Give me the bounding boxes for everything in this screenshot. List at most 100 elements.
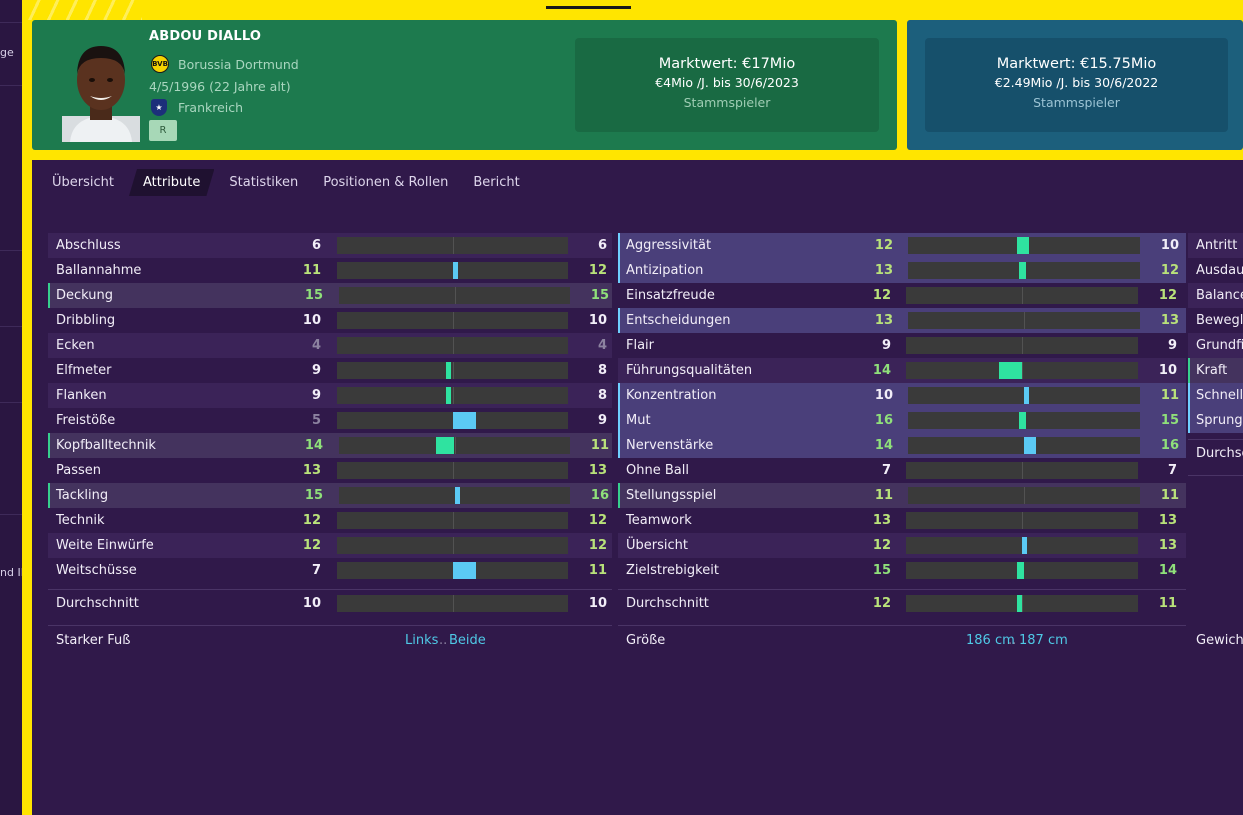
attribute-row[interactable]: Antizipation 13 12 [618,258,1186,283]
attribute-row[interactable]: Ohne Ball 7 7 [618,458,1186,483]
attribute-compare-bar [337,312,568,329]
attribute-row[interactable]: Zielstrebigkeit 15 14 [618,558,1186,583]
attribute-row[interactable]: Dribbling 10 10 [48,308,612,333]
attribute-value-scout: 12 [1158,288,1177,303]
attribute-row[interactable]: Nervenstärke 14 16 [618,433,1186,458]
attribute-name: Zielstrebigkeit [626,563,719,578]
range-separator: .. [1008,633,1017,648]
attribute-value-current: 15 [304,488,323,503]
bar-midline [1024,487,1025,504]
attribute-compare-bar [339,287,570,304]
attribute-value-scout: 10 [1158,363,1177,378]
attribute-value-scout: 12 [588,263,607,278]
difference-marker [446,362,451,379]
sidebar-stub[interactable]: ge [0,46,14,59]
bar-midline [1022,362,1023,379]
nation-row[interactable]: ★ Frankreich [151,99,243,116]
attribute-row[interactable]: Einsatzfreude 12 12 [618,283,1186,308]
bar-midline [452,537,454,554]
sidebar-stub[interactable]: nd II [0,566,22,579]
attribute-compare-bar [906,337,1138,354]
attribute-row[interactable]: Sprunghöhe [1188,408,1243,433]
attribute-row[interactable]: Weitschüsse 7 11 [48,558,612,583]
attribute-value-current: 11 [874,488,893,503]
attribute-row[interactable]: Beweglichkeit [1188,308,1243,333]
attribute-value-scout: 9 [1167,338,1177,353]
attribute-name: Grundfitness [1196,338,1243,353]
attribute-row[interactable]: Flanken 9 8 [48,383,612,408]
difference-marker [999,362,1022,379]
attribute-row[interactable]: Entscheidungen 13 13 [618,308,1186,333]
nation-name[interactable]: Frankreich [178,100,244,115]
divider [48,625,612,626]
bar-midline [452,387,454,404]
attribute-value-scout: 13 [588,463,607,478]
attribute-row[interactable]: Teamwork 13 13 [618,508,1186,533]
club-name[interactable]: Borussia Dortmund [178,56,299,72]
difference-marker [1019,262,1026,279]
attribute-value-current: 12 [872,538,891,553]
attribute-name: Sprunghöhe [1196,413,1243,428]
market-value: Marktwert: €17Mio [658,56,796,72]
attribute-value-scout: 10 [1160,238,1179,253]
attribute-row[interactable]: Ecken 4 4 [48,333,612,358]
attribute-row[interactable]: Deckung 15 15 [48,283,612,308]
club-crest-icon: BVB [151,55,169,73]
scout-market-value: Marktwert: €15.75Mio [996,56,1157,72]
attribute-row[interactable]: Grundfitness [1188,333,1243,358]
attribute-row[interactable]: Führungsqualitäten 14 10 [618,358,1186,383]
tab-positions-roles[interactable]: Positionen & Rollen [323,175,449,190]
attribute-value-scout: 8 [597,388,607,403]
attribute-compare-bar [337,262,568,279]
contract-info: €4Mio /J. bis 30/6/2023 [655,75,799,90]
attribute-row[interactable]: Antritt [1188,233,1243,258]
height-label: Größe [626,633,666,648]
bar-midline [1022,462,1023,479]
difference-marker [453,562,476,579]
player-name: ABDOU DIALLO [149,29,262,44]
attribute-compare-bar [337,462,568,479]
tab-statistics[interactable]: Statistiken [229,175,299,190]
difference-marker [1017,562,1024,579]
attribute-row[interactable]: Technik 12 12 [48,508,612,533]
attribute-row[interactable]: Balance [1188,283,1243,308]
attribute-row[interactable]: Abschluss 6 6 [48,233,612,258]
attribute-row[interactable]: Aggressivität 12 10 [618,233,1186,258]
attribute-value-current: 6 [311,238,321,253]
attribute-row[interactable]: Übersicht 12 13 [618,533,1186,558]
attribute-value-current: 16 [874,413,893,428]
attribute-row[interactable]: Mut 16 15 [618,408,1186,433]
bar-midline [452,512,454,529]
attribute-value-scout: 13 [1158,513,1177,528]
difference-marker [436,437,454,454]
attribute-name: Technik [56,513,105,528]
tab-report[interactable]: Bericht [473,175,520,190]
attribute-value-scout: 12 [1160,263,1179,278]
tab-overview[interactable]: Übersicht [52,175,114,190]
attribute-row[interactable]: Ausdauer [1188,258,1243,283]
attribute-value-scout: 16 [590,488,609,503]
attribute-value-scout: 9 [597,413,607,428]
attribute-name: Kraft [1196,363,1228,378]
attribute-row[interactable]: Freistöße 5 9 [48,408,612,433]
attribute-row[interactable]: Weite Einwürfe 12 12 [48,533,612,558]
attribute-row[interactable]: Schnelligkeit [1188,383,1243,408]
weight-label: Gewicht [1196,633,1243,648]
divider [48,589,612,590]
attribute-row[interactable]: Konzentration 10 11 [618,383,1186,408]
attribute-row[interactable]: Kraft [1188,358,1243,383]
club-row[interactable]: BVB Borussia Dortmund [151,55,299,73]
attribute-name: Flair [626,338,655,353]
tab-attributes[interactable]: Attribute [129,169,214,196]
attribute-row[interactable]: Flair 9 9 [618,333,1186,358]
attribute-row[interactable]: Elfmeter 9 8 [48,358,612,383]
attribute-value-scout: 11 [1160,388,1179,403]
attribute-name: Deckung [56,288,114,303]
attribute-row[interactable]: Passen 13 13 [48,458,612,483]
attribute-value-current: 12 [874,238,893,253]
attribute-row[interactable]: Tackling 15 16 [48,483,612,508]
attribute-name: Stellungsspiel [626,488,717,503]
attribute-row[interactable]: Kopfballtechnik 14 11 [48,433,612,458]
attribute-row[interactable]: Ballannahme 11 12 [48,258,612,283]
attribute-row[interactable]: Stellungsspiel 11 11 [618,483,1186,508]
